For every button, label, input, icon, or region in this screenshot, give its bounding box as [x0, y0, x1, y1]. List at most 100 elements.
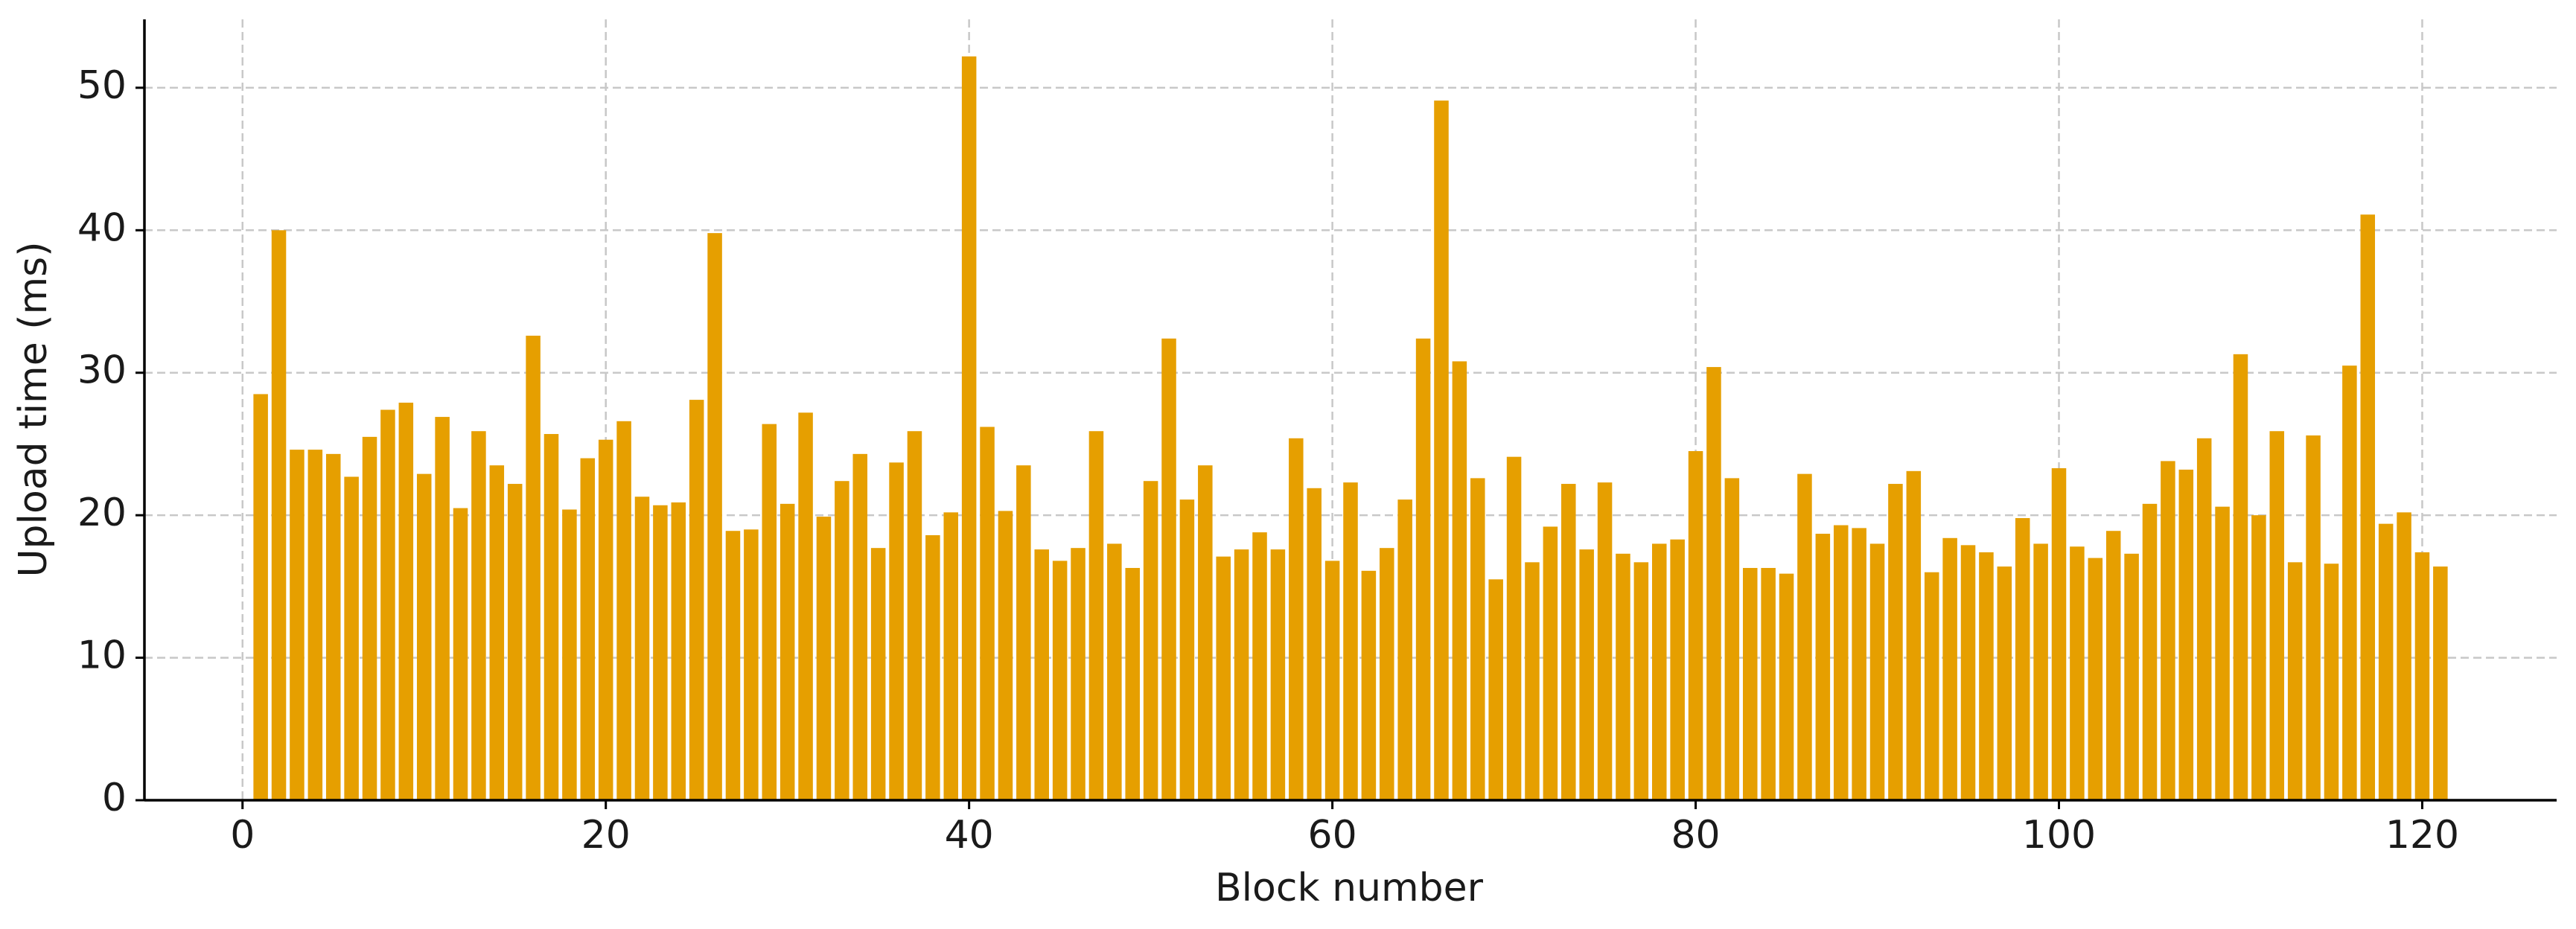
bar [980, 427, 995, 800]
bar [889, 462, 904, 800]
bar [1506, 456, 1522, 800]
bar [543, 434, 559, 800]
bar [925, 534, 940, 800]
bar [1742, 567, 1758, 800]
bar [725, 531, 741, 800]
bar [2233, 354, 2248, 801]
bar [435, 417, 450, 800]
bar [1888, 484, 1903, 800]
bar [1198, 465, 1213, 800]
bar [835, 481, 849, 800]
bar [707, 233, 722, 801]
bar [307, 450, 323, 800]
bar [1415, 338, 1431, 800]
bar [671, 502, 686, 800]
bar [325, 453, 341, 800]
bar [2161, 461, 2175, 800]
bar [1633, 562, 1649, 800]
bar [2251, 515, 2266, 800]
bar [744, 529, 759, 800]
axes: 0 10 20 30 40 50 0 20 40 60 80 100 120 [77, 19, 2557, 858]
bar [1289, 438, 1304, 800]
bar [943, 512, 959, 800]
bar [1179, 499, 1195, 800]
bar [1107, 543, 1122, 800]
bar [1906, 470, 1922, 800]
y-tick-label: 10 [77, 633, 127, 678]
y-tick-label: 50 [77, 63, 127, 108]
bar [762, 424, 777, 800]
bar [1034, 549, 1049, 800]
bar [2215, 506, 2230, 800]
bar [1815, 534, 1831, 800]
bar [1380, 548, 1394, 800]
bar [798, 412, 813, 800]
bar [998, 511, 1013, 800]
bar [634, 497, 650, 800]
bar [2105, 531, 2121, 800]
bar [453, 508, 468, 800]
bar [1543, 526, 1558, 800]
bar [1724, 478, 1740, 800]
bar [1052, 561, 1068, 800]
bar [1579, 549, 1594, 800]
bar [1470, 478, 1485, 800]
bar [852, 453, 868, 800]
bar [961, 56, 977, 800]
bar [780, 503, 795, 800]
bar [398, 402, 414, 800]
bar [598, 439, 613, 800]
bar [1252, 532, 1267, 800]
bar [253, 394, 268, 800]
bar [1979, 552, 1994, 800]
bar [1779, 573, 1794, 800]
bar [2088, 558, 2103, 800]
bar [2378, 523, 2394, 800]
x-tick-label: 40 [945, 813, 994, 858]
bar [1652, 543, 1667, 800]
bar [2306, 435, 2321, 800]
y-tick-label: 40 [77, 205, 127, 250]
bar [1706, 367, 1721, 800]
bar [1960, 545, 1976, 800]
bar [2324, 564, 2339, 800]
bar [1361, 570, 1377, 800]
bar [1616, 553, 1630, 800]
bar [2142, 503, 2158, 800]
bar [580, 458, 596, 800]
bar [1125, 567, 1140, 800]
bar [489, 465, 505, 800]
y-tick-label: 30 [77, 348, 127, 393]
bar [1270, 549, 1286, 800]
bar [2124, 553, 2139, 800]
bar [271, 230, 287, 800]
bar [1525, 562, 1540, 800]
bar [1688, 451, 1703, 800]
bar [290, 450, 305, 800]
bar [1597, 482, 1613, 800]
bar [1852, 528, 1866, 800]
bar [2070, 546, 2085, 800]
bars [253, 56, 2448, 801]
x-tick-label: 100 [2022, 813, 2096, 858]
bar [2178, 469, 2194, 800]
bar [2360, 214, 2376, 800]
bar [1216, 556, 1231, 800]
y-tick-label: 20 [77, 491, 127, 535]
bar [1452, 361, 1467, 801]
bar [2342, 365, 2357, 800]
bar [2287, 562, 2303, 800]
bar [1071, 548, 1085, 800]
bar [471, 431, 486, 800]
bar [1833, 525, 1849, 800]
bar [1016, 465, 1031, 800]
bar [562, 509, 577, 800]
bar [2196, 438, 2212, 800]
bar [380, 409, 395, 800]
bar [362, 436, 377, 800]
x-tick-label: 120 [2385, 813, 2459, 858]
bar [1561, 484, 1576, 800]
bar [526, 335, 541, 800]
x-tick-label: 20 [581, 813, 631, 858]
